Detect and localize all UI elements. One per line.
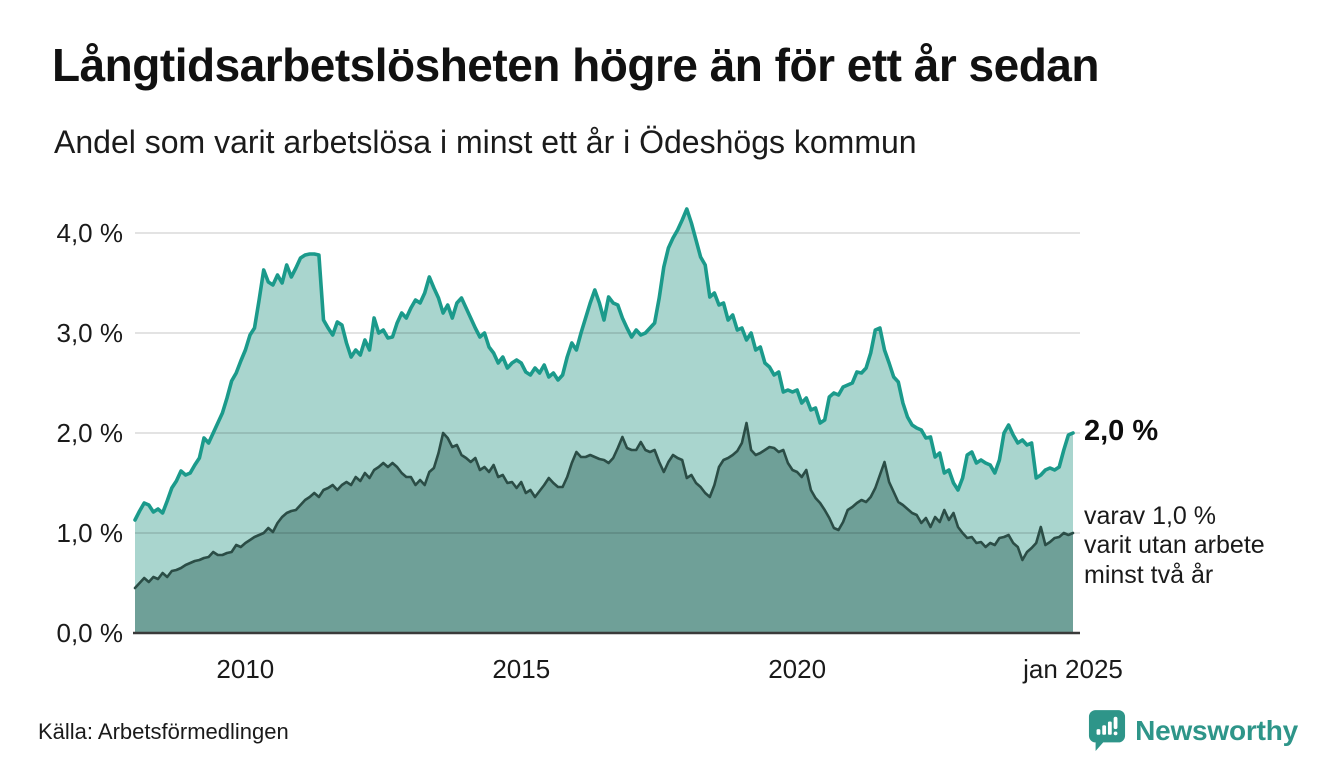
- y-tick-label: 2,0 %: [57, 418, 124, 448]
- brand-wordmark: Newsworthy: [1135, 715, 1298, 746]
- y-tick-label: 3,0 %: [57, 318, 124, 348]
- newsworthy-bubble-chart-icon: [1089, 710, 1126, 751]
- page-title: Långtidsarbetslösheten högre än för ett …: [52, 39, 1099, 91]
- source-credit: Källa: Arbetsförmedlingen: [38, 719, 289, 744]
- x-tick-label: 2020: [768, 654, 826, 684]
- y-tick-label: 1,0 %: [57, 518, 124, 548]
- y-tick-label: 0,0 %: [57, 618, 124, 648]
- x-tick-label: 2015: [492, 654, 550, 684]
- page-subtitle: Andel som varit arbetslösa i minst ett å…: [54, 124, 917, 160]
- unemployment-area-chart: 0,0 % 1,0 % 2,0 % 3,0 % 4,0 % 2010 2015 2020 jan…: [57, 207, 1123, 684]
- x-tick-label: 2010: [216, 654, 274, 684]
- x-tick-label: jan 2025: [1022, 654, 1123, 684]
- latest-value-label: 2,0 %: [1084, 415, 1159, 447]
- newsworthy-logo: Newsworthy: [1088, 709, 1298, 753]
- two-year-note-label: varav 1,0 % varit utan arbete minst två …: [1084, 502, 1265, 589]
- y-tick-label: 4,0 %: [57, 218, 124, 248]
